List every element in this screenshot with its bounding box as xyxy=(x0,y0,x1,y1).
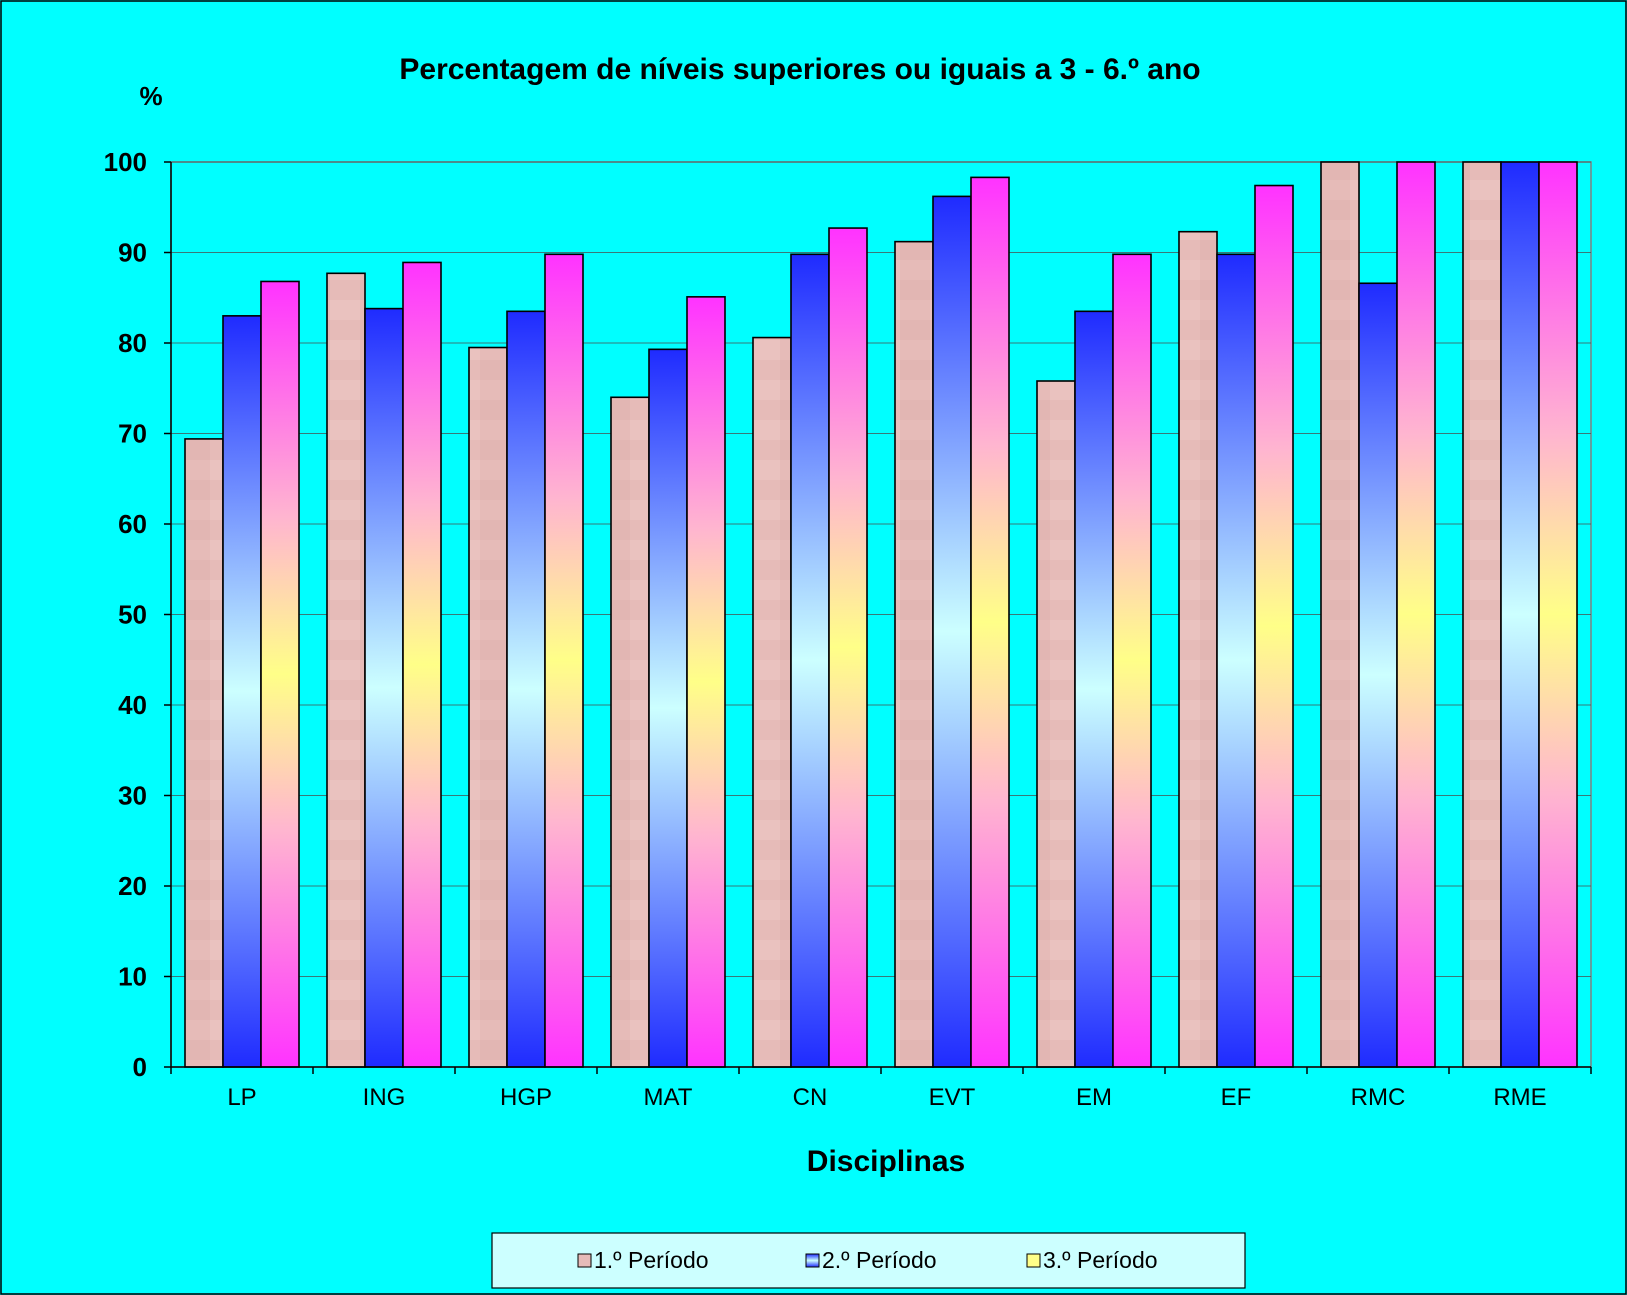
y-tick-label-40: 40 xyxy=(118,690,147,720)
y-tick-label-50: 50 xyxy=(118,600,147,630)
bar-lp-series-3 xyxy=(260,280,300,1068)
bar-rme-series-3 xyxy=(1538,161,1578,1068)
y-tick-label-60: 60 xyxy=(118,509,147,539)
bar-hgp-series-1 xyxy=(468,346,508,1068)
bar-cn-series-1 xyxy=(752,336,792,1068)
legend-swatch-1 xyxy=(577,1253,592,1268)
legend-item-2: 2.º Período xyxy=(805,1247,937,1273)
bar-hgp-series-2 xyxy=(506,310,546,1068)
bar-em-series-2 xyxy=(1074,310,1114,1068)
bar-cn-series-3 xyxy=(828,227,868,1068)
bar-evt-series-1 xyxy=(894,240,934,1068)
legend-item-1: 1.º Período xyxy=(577,1247,709,1273)
x-tick-label-em: EM xyxy=(1076,1084,1112,1111)
chart-title: Percentagem de níveis superiores ou igua… xyxy=(399,53,1200,86)
y-tick-label-70: 70 xyxy=(118,419,147,449)
y-tick-label-30: 30 xyxy=(118,781,147,811)
legend-swatch-3 xyxy=(1026,1253,1041,1268)
bar-hgp-series-3 xyxy=(544,253,584,1068)
bar-rmc-series-1 xyxy=(1320,161,1360,1068)
bars xyxy=(184,161,1578,1068)
bar-rme-series-1 xyxy=(1462,161,1502,1068)
x-tick-label-rmc: RMC xyxy=(1351,1084,1406,1111)
x-axis-label: Disciplinas xyxy=(807,1145,965,1178)
x-tick-label-cn: CN xyxy=(793,1084,828,1111)
legend-label-2: 2.º Período xyxy=(822,1247,937,1273)
bar-evt-series-2 xyxy=(932,195,972,1068)
legend-label-3: 3.º Período xyxy=(1043,1247,1158,1273)
bar-mat-series-1 xyxy=(610,396,650,1068)
legend-swatch-2 xyxy=(805,1253,820,1268)
y-tick-label-80: 80 xyxy=(118,328,147,358)
bar-ing-series-1 xyxy=(326,272,366,1068)
x-tick-label-mat: MAT xyxy=(644,1084,693,1111)
bar-lp-series-2 xyxy=(222,315,262,1068)
bar-rmc-series-3 xyxy=(1396,161,1436,1068)
y-tick-label-20: 20 xyxy=(118,871,147,901)
bar-evt-series-3 xyxy=(970,176,1010,1068)
bar-mat-series-2 xyxy=(648,348,688,1068)
legend-item-3: 3.º Período xyxy=(1026,1247,1158,1273)
bar-em-series-3 xyxy=(1112,253,1152,1068)
bar-em-series-1 xyxy=(1036,380,1076,1068)
y-tick-label-0: 0 xyxy=(133,1052,147,1082)
bar-ef-series-2 xyxy=(1216,253,1256,1068)
bar-ef-series-3 xyxy=(1254,184,1294,1068)
bar-lp-series-1 xyxy=(184,438,224,1068)
x-tick-label-ing: ING xyxy=(363,1084,406,1111)
x-axis-ticks: LP ING HGP MAT CN EVT EM EF RMC RME xyxy=(170,1067,1592,1111)
y-tick-label-100: 100 xyxy=(104,147,147,177)
legend: 1.º Período 2.º Período 3.º Período xyxy=(491,1232,1246,1289)
legend-box xyxy=(491,1232,1246,1289)
x-tick-label-rme: RME xyxy=(1493,1084,1546,1111)
legend-label-1: 1.º Período xyxy=(594,1247,709,1273)
x-tick-label-ef: EF xyxy=(1221,1084,1252,1111)
y-tick-label-90: 90 xyxy=(118,238,147,268)
x-tick-label-lp: LP xyxy=(227,1084,256,1111)
x-tick-label-hgp: HGP xyxy=(500,1084,552,1111)
x-tick-label-evt: EVT xyxy=(929,1084,976,1111)
y-axis-label: % xyxy=(139,81,162,111)
y-axis-ticks: 0 10 20 30 40 50 60 70 80 90 100 xyxy=(104,147,171,1082)
bar-cn-series-2 xyxy=(790,253,830,1068)
bar-ing-series-3 xyxy=(402,261,442,1068)
bar-rmc-series-2 xyxy=(1358,282,1398,1068)
bar-rme-series-2 xyxy=(1500,161,1540,1068)
bar-ef-series-1 xyxy=(1178,230,1218,1068)
bar-ing-series-2 xyxy=(364,307,404,1068)
y-tick-label-10: 10 xyxy=(118,962,147,992)
bar-mat-series-3 xyxy=(686,296,726,1068)
